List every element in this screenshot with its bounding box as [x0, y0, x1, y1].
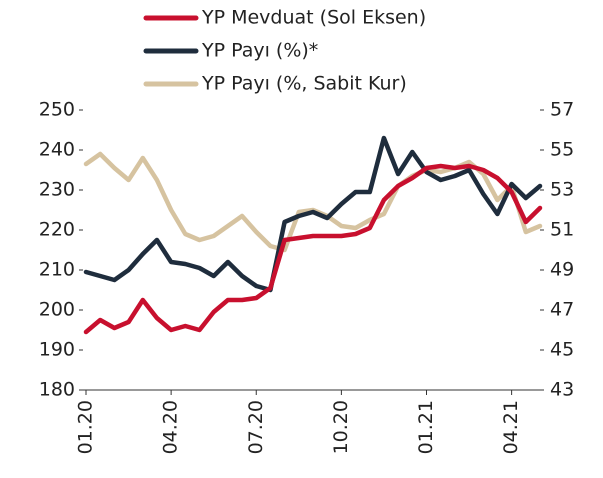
y-tick-label: 180 — [39, 379, 75, 401]
series-line — [83, 135, 543, 293]
x-tick-label: 04.20 — [160, 400, 182, 454]
y2-tick-label: 53 — [550, 179, 574, 201]
y-tick-label: 210 — [39, 259, 75, 281]
y2-tick-label: 55 — [550, 139, 574, 161]
x-tick-label: 01.21 — [415, 400, 437, 454]
y-tick-label: 250 — [39, 99, 75, 121]
y2-tick-label: 57 — [550, 99, 574, 121]
x-tick-label: 07.20 — [245, 400, 267, 454]
y-tick-label: 240 — [39, 139, 75, 161]
x-tick-label: 01.20 — [75, 400, 97, 454]
y2-tick-label: 45 — [550, 339, 574, 361]
y2-tick-label: 49 — [550, 259, 574, 281]
y-tick-label: 230 — [39, 179, 75, 201]
y-tick-label: 200 — [39, 299, 75, 321]
x-tick-label: 04.21 — [500, 400, 522, 454]
y2-tick-label: 47 — [550, 299, 574, 321]
y-tick-label: 190 — [39, 339, 75, 361]
y-tick-label: 220 — [39, 219, 75, 241]
legend-label: YP Mevduat (Sol Eksen) — [201, 7, 426, 29]
x-tick-label: 10.20 — [330, 400, 352, 454]
legend-label: YP Payı (%, Sabit Kur) — [201, 73, 407, 95]
legend-label: YP Payı (%)* — [201, 40, 318, 62]
y2-tick-label: 51 — [550, 219, 574, 241]
y2-tick-label: 43 — [550, 379, 574, 401]
series-line — [83, 163, 543, 335]
